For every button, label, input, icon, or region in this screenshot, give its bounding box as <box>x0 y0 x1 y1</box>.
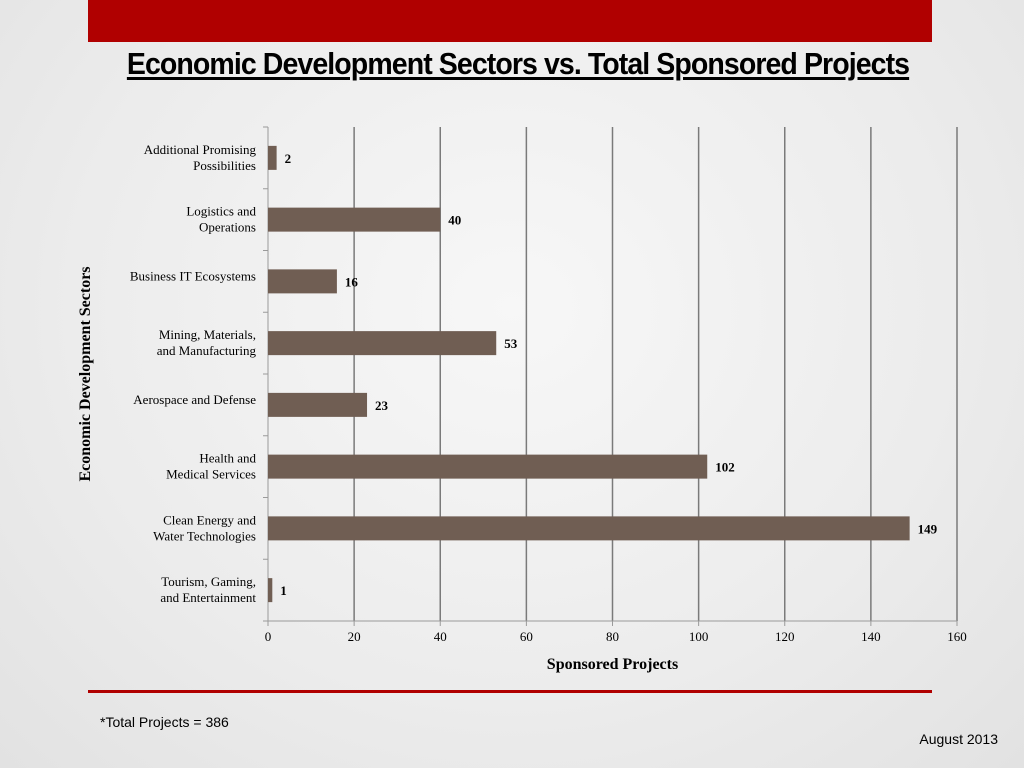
x-tick-label: 120 <box>775 629 795 644</box>
data-label: 149 <box>918 521 938 536</box>
bar-chart: 0 20 40 60 80 100 120 140 160 2 Additional Promisi… <box>60 115 980 685</box>
bar <box>268 578 273 603</box>
category-label: Logistics and Operations <box>186 204 256 235</box>
slide-title: Economic Development Sectors vs. Total S… <box>126 46 910 81</box>
bar <box>268 269 337 294</box>
data-label: 2 <box>285 151 292 166</box>
data-label: 16 <box>345 274 359 289</box>
x-tick-label: 0 <box>265 629 272 644</box>
total-projects-footnote: *Total Projects = 386 <box>100 714 229 730</box>
category-label: Business IT Ecosystems <box>130 268 256 283</box>
category-label: Additional Promising Possibilities <box>144 142 257 173</box>
data-label: 23 <box>375 398 389 413</box>
data-label: 102 <box>715 460 735 475</box>
x-axis-title: Sponsored Projects <box>547 656 678 673</box>
x-tick-label: 140 <box>861 629 881 644</box>
bar <box>268 331 497 356</box>
category-label: Tourism, Gaming, and Entertainment <box>160 574 256 605</box>
y-axis-title: Economic Development Sectors <box>77 266 94 481</box>
bar <box>268 207 441 232</box>
top-accent-band <box>88 0 932 42</box>
category-label: Aerospace and Defense <box>133 392 256 407</box>
bottom-accent-rule <box>88 690 932 693</box>
x-tick-label: 80 <box>606 629 619 644</box>
category-label: Health and Medical Services <box>166 451 256 482</box>
bar <box>268 516 910 541</box>
data-label: 53 <box>504 336 518 351</box>
x-tick-label: 20 <box>348 629 361 644</box>
date-label: August 2013 <box>919 731 998 747</box>
x-tick-label: 100 <box>689 629 709 644</box>
x-tick-label: 160 <box>947 629 967 644</box>
x-tick-label: 40 <box>434 629 447 644</box>
data-label: 40 <box>448 213 461 228</box>
category-label: Clean Energy and Water Technologies <box>153 512 256 543</box>
bar <box>268 145 277 170</box>
bar <box>268 392 368 417</box>
x-tick-label: 60 <box>520 629 533 644</box>
bar <box>268 454 708 479</box>
data-label: 1 <box>280 583 287 598</box>
category-label: Mining, Materials, and Manufacturing <box>157 327 257 358</box>
